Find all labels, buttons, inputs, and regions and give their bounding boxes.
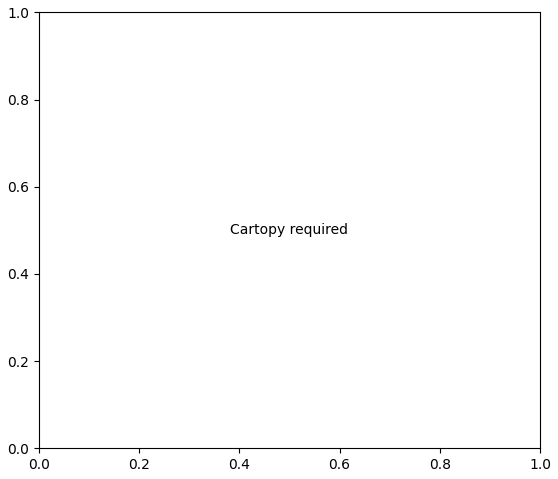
Text: Cartopy required: Cartopy required [230, 223, 348, 238]
